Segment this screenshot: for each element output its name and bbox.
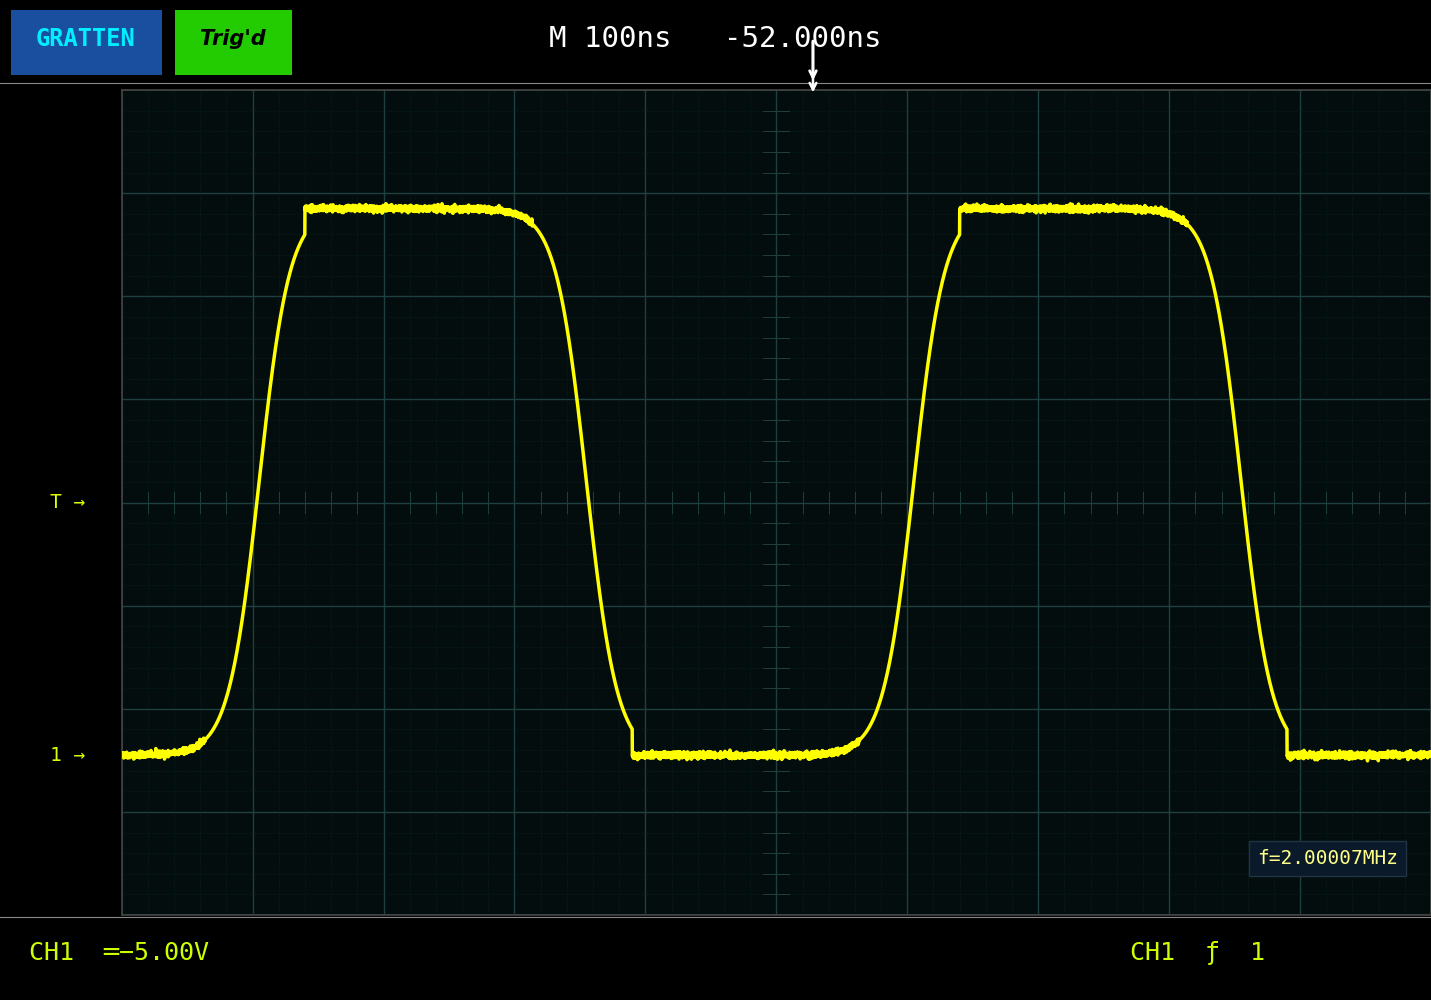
- Text: M 100ns   -52.000ns: M 100ns -52.000ns: [550, 25, 881, 53]
- Text: CH1  ═−5.00V: CH1 ═−5.00V: [29, 941, 209, 965]
- Text: 1 →: 1 →: [50, 746, 84, 765]
- Text: T →: T →: [50, 493, 84, 512]
- Text: f=2.00007MHz: f=2.00007MHz: [1258, 849, 1398, 868]
- Text: GRATTEN: GRATTEN: [36, 27, 136, 51]
- FancyBboxPatch shape: [175, 10, 292, 75]
- Text: CH1  ƒ  1: CH1 ƒ 1: [1130, 941, 1265, 965]
- Text: Trig'd: Trig'd: [200, 29, 266, 49]
- FancyBboxPatch shape: [11, 10, 162, 75]
